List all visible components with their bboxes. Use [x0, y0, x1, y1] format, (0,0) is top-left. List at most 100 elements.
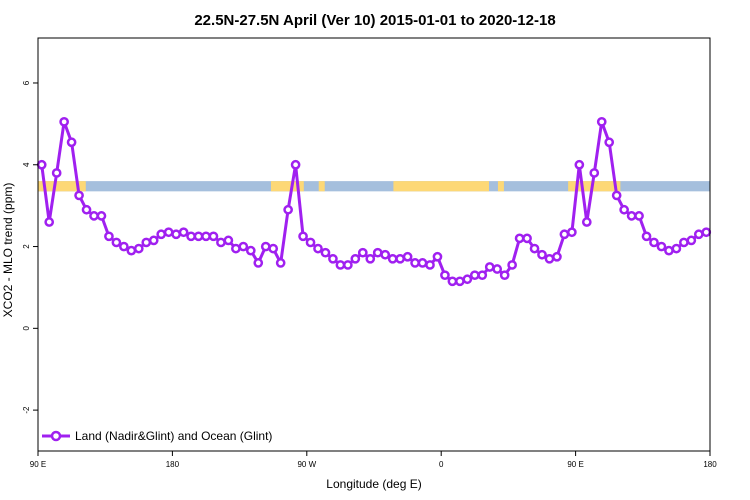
data-point: [245, 245, 256, 256]
data-point: [544, 253, 555, 264]
data-point: [484, 262, 495, 272]
x-tick-label: 180: [166, 460, 180, 469]
data-point: [320, 247, 331, 258]
data-point: [96, 211, 107, 221]
y-tick-label: 0: [22, 326, 31, 331]
y-axis: -2 0 2 4 6: [22, 80, 38, 414]
data-point: [514, 233, 525, 244]
data-point: [522, 233, 532, 244]
series-layer: [36, 116, 712, 287]
data-point: [51, 168, 62, 178]
data-point: [656, 241, 667, 252]
x-tick-label: 180: [703, 460, 717, 469]
ocean-band: [38, 181, 710, 192]
data-point: [693, 229, 704, 240]
y-tick-label: 6: [22, 80, 31, 85]
data-point: [223, 235, 234, 246]
data-point: [253, 258, 264, 268]
data-point: [275, 258, 286, 268]
land-band-segment: [497, 181, 504, 192]
x-tick-label: 90 W: [297, 460, 316, 469]
data-point: [36, 159, 47, 170]
data-point: [104, 231, 114, 242]
data-point: [559, 229, 570, 240]
data-point: [619, 204, 629, 215]
data-point: [455, 276, 465, 287]
data-point: [626, 211, 637, 221]
data-point: [298, 231, 308, 242]
data-point: [283, 204, 293, 215]
y-axis-label: XCO2 - MLO trend (ppm): [1, 183, 15, 318]
data-point: [335, 260, 346, 270]
legend: Land (Nadir&Glint) and Ocean (Glint): [42, 429, 272, 443]
data-point: [641, 231, 652, 242]
surface-type-band: [38, 181, 710, 192]
data-point: [111, 237, 122, 248]
data-point: [260, 241, 271, 252]
chart-title: 22.5N-27.5N April (Ver 10) 2015-01-01 to…: [194, 12, 555, 29]
data-point: [171, 229, 181, 240]
data-point: [350, 253, 361, 264]
data-point: [440, 270, 450, 281]
data-point: [469, 270, 480, 281]
data-point: [537, 249, 547, 260]
data-point: [402, 251, 413, 262]
data-point: [410, 258, 420, 268]
data-point: [425, 260, 435, 270]
legend-label: Land (Nadir&Glint) and Ocean (Glint): [75, 429, 272, 443]
data-point: [238, 241, 249, 252]
data-point: [74, 190, 84, 201]
data-point: [447, 276, 458, 287]
data-point: [395, 253, 405, 264]
data-point: [186, 231, 196, 242]
land-band-segment: [393, 181, 489, 192]
y-tick-label: -2: [22, 406, 31, 414]
data-point: [679, 237, 689, 248]
data-point: [417, 258, 428, 268]
data-point: [380, 249, 391, 260]
data-point: [163, 227, 174, 238]
data-point: [268, 243, 279, 254]
data-point: [59, 116, 69, 127]
y-tick-label: 2: [22, 244, 31, 249]
data-point: [201, 231, 211, 242]
data-point: [193, 231, 204, 242]
data-point: [589, 168, 600, 178]
data-point: [634, 211, 644, 221]
data-point: [313, 243, 323, 254]
data-point: [231, 243, 241, 254]
plot-frame: [37, 37, 711, 452]
data-point: [552, 251, 562, 262]
data-point: [611, 190, 622, 201]
land-band-segment: [568, 181, 621, 192]
data-point: [343, 260, 353, 270]
data-point: [216, 237, 226, 248]
land-band-segment: [270, 181, 304, 192]
data-point: [567, 227, 577, 238]
data-point: [492, 264, 503, 274]
data-point: [148, 235, 159, 246]
data-point: [477, 270, 488, 281]
data-point: [89, 211, 99, 221]
legend-marker: [50, 430, 62, 442]
data-point: [156, 229, 167, 240]
data-point: [66, 137, 77, 148]
data-point: [365, 253, 376, 264]
data-point: [81, 204, 92, 215]
data-point: [290, 159, 301, 170]
data-point: [126, 245, 137, 256]
data-point: [141, 237, 152, 248]
data-point: [178, 227, 189, 238]
land-band-segment: [318, 181, 325, 192]
data-point: [604, 137, 615, 148]
x-tick-label: 90 E: [30, 460, 46, 469]
data-point: [328, 253, 338, 264]
data-point: [305, 237, 316, 248]
data-point: [372, 247, 383, 258]
data-point: [119, 241, 129, 252]
data-point: [357, 247, 368, 258]
data-point: [596, 116, 607, 127]
data-point: [507, 260, 517, 270]
data-point: [671, 243, 682, 254]
